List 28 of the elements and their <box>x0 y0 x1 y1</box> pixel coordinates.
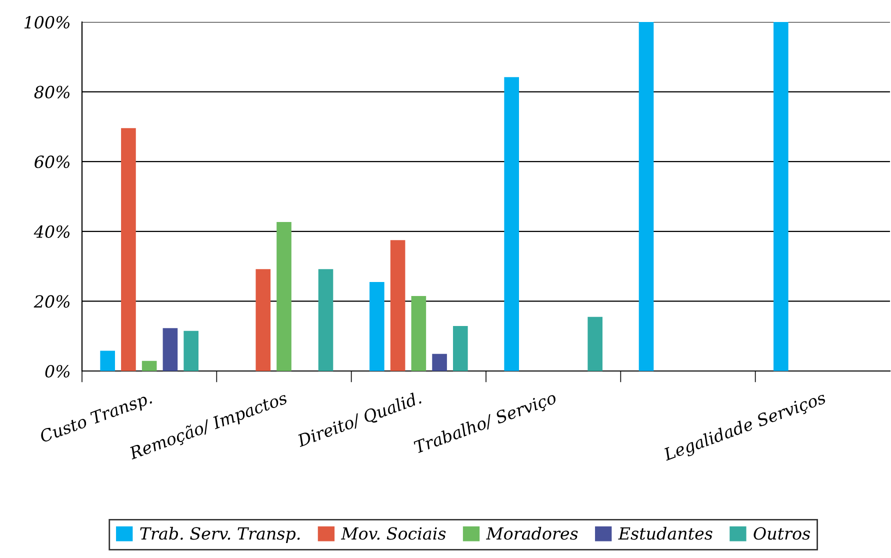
bar <box>121 128 136 371</box>
y-tick-label: 80% <box>34 86 70 98</box>
bar <box>453 326 468 371</box>
y-tick-label: 20% <box>34 295 70 308</box>
y-tick-label: 40% <box>34 225 70 238</box>
bar <box>588 316 602 371</box>
bar <box>774 22 788 371</box>
legend-label: Moradores <box>486 526 578 540</box>
bar <box>411 296 426 371</box>
bar <box>256 269 271 371</box>
bar <box>370 282 384 371</box>
bar <box>142 360 157 371</box>
legend-label: Estudantes <box>618 526 712 540</box>
bar <box>184 330 198 371</box>
legend-label: Trab. Serv. Transp. <box>140 526 300 543</box>
bar <box>100 350 115 371</box>
bar <box>504 77 519 371</box>
legend-label: Mov. Sociais <box>340 527 446 540</box>
y-tick-label: 100% <box>24 16 70 29</box>
bar <box>276 222 292 371</box>
bar <box>162 328 178 371</box>
bar <box>390 240 406 371</box>
bar <box>318 269 334 371</box>
bar <box>432 354 447 371</box>
y-tick-label: 0% <box>45 364 70 378</box>
y-tick-label: 60% <box>34 156 70 168</box>
bar <box>638 22 654 371</box>
legend-label: Outros <box>754 527 810 540</box>
